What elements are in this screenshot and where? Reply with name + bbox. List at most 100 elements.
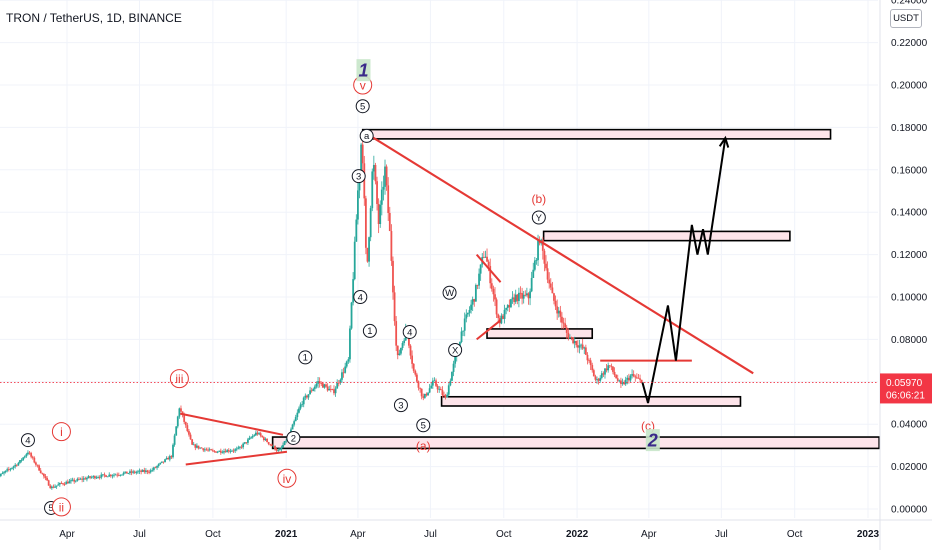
wave-label-circle	[169, 369, 189, 389]
candle-body	[459, 341, 461, 347]
candle-body	[234, 449, 237, 451]
candle-body	[253, 435, 256, 437]
candle-body	[627, 377, 630, 381]
candle-body	[331, 388, 334, 390]
candle-body	[313, 386, 316, 389]
candle-body	[256, 432, 259, 435]
candle-body	[250, 437, 253, 439]
candle-body	[154, 467, 157, 469]
y-tick-label: 0.10000	[891, 293, 928, 304]
candle-body	[334, 388, 337, 394]
candle-body	[19, 460, 21, 463]
candle-body	[321, 383, 324, 388]
candle-body	[39, 470, 42, 473]
candle-body	[178, 408, 181, 417]
candle-body	[634, 376, 637, 378]
candle-body	[371, 171, 374, 209]
candle-body	[226, 450, 229, 453]
wave-number-text: 2	[647, 431, 658, 451]
candle-body	[216, 451, 219, 453]
candle-body	[148, 472, 150, 473]
candle-body	[184, 421, 187, 426]
candle-body	[141, 470, 144, 472]
price-zone-box	[440, 395, 742, 407]
candle-body	[621, 382, 624, 384]
wave-label-text: 5	[48, 503, 53, 514]
candle-body	[221, 452, 224, 454]
candle-body	[326, 386, 329, 391]
candle-body	[261, 435, 264, 438]
candle-body	[608, 365, 611, 367]
candle-body	[125, 471, 128, 474]
candle-body	[439, 388, 442, 391]
candle-body	[470, 304, 472, 310]
candle-body	[269, 443, 272, 445]
candle-body	[530, 277, 533, 292]
candle-body	[352, 279, 355, 303]
wave-label-circle	[355, 99, 370, 114]
candle-body	[554, 300, 557, 307]
candle-body	[494, 294, 496, 300]
candle-body	[122, 472, 125, 475]
candle-body	[369, 208, 372, 238]
candle-body	[415, 374, 418, 382]
candle-body	[210, 449, 213, 451]
candle-body	[30, 453, 33, 457]
candle-body	[409, 345, 412, 356]
candle-body	[605, 368, 608, 371]
candle-body	[400, 347, 402, 354]
candle-body	[202, 448, 205, 451]
candle-body	[411, 355, 414, 364]
candle-body	[111, 475, 114, 477]
candle-body	[164, 459, 166, 463]
candle-body	[307, 394, 310, 398]
price-zone-box	[361, 128, 832, 140]
candle-body	[513, 297, 516, 302]
candle-body	[264, 438, 267, 441]
candle-body	[379, 204, 382, 225]
candle-body	[436, 385, 439, 390]
candle-body	[242, 443, 245, 448]
candle-body	[152, 467, 155, 470]
candle-body	[431, 380, 434, 386]
candle-body	[103, 474, 106, 476]
candle-body	[629, 375, 632, 381]
candle-body	[68, 481, 71, 484]
candle-body	[213, 451, 216, 452]
candle-body	[66, 481, 69, 484]
y-tick-label: 0.12000	[891, 250, 928, 261]
wave-label-text: 4	[358, 292, 363, 303]
candle-body	[374, 164, 377, 182]
candle-body	[446, 394, 449, 398]
candle-body	[604, 368, 606, 375]
candle-body	[196, 445, 198, 448]
candle-body	[50, 486, 53, 489]
candle-body	[42, 473, 45, 477]
candle-body	[6, 469, 9, 471]
candle-body	[63, 484, 66, 485]
candle-body	[524, 294, 527, 296]
candle-body	[11, 467, 13, 469]
candle-body	[237, 447, 240, 449]
candle-body	[17, 462, 20, 466]
trendline	[185, 450, 288, 466]
candle-body	[101, 474, 104, 476]
candle-body	[433, 380, 436, 382]
candle-body	[487, 261, 490, 266]
candle-body	[73, 479, 76, 482]
candle-body	[502, 315, 504, 319]
candle-body	[170, 456, 173, 458]
candle-body	[342, 372, 345, 374]
candle-body	[133, 471, 136, 473]
candle-body	[537, 240, 539, 261]
candle-body	[31, 456, 34, 458]
candle-body	[613, 371, 616, 376]
candle-body	[203, 449, 206, 451]
candle-body	[140, 470, 143, 472]
candle-body	[168, 456, 171, 460]
currency-unit-button[interactable]: USDT	[890, 9, 922, 28]
wave-label-circle	[51, 422, 71, 442]
candle-body	[245, 442, 248, 444]
